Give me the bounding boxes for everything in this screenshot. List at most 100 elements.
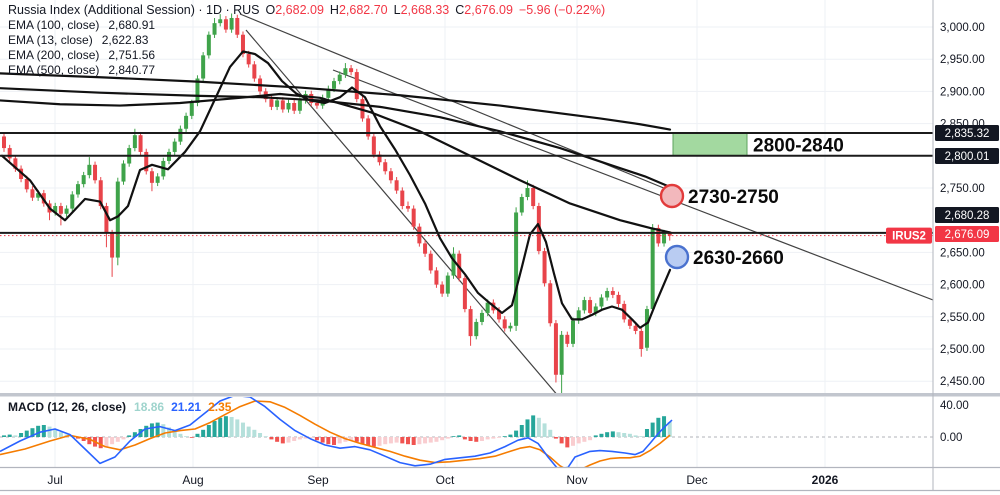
candle-body[interactable] xyxy=(110,233,115,258)
candle-body[interactable] xyxy=(36,193,41,198)
candle-body[interactable] xyxy=(468,309,473,337)
candle-body[interactable] xyxy=(81,175,86,185)
candle-body[interactable] xyxy=(149,171,154,183)
candle-body[interactable] xyxy=(451,253,456,276)
candle-body[interactable] xyxy=(605,291,610,298)
candle-body[interactable] xyxy=(309,93,314,103)
candle-body[interactable] xyxy=(394,180,399,191)
macd-legend[interactable]: MACD (12, 26, close) 18.86 21.21 2.35 xyxy=(8,400,231,414)
candle-body[interactable] xyxy=(371,136,376,155)
candle-body[interactable] xyxy=(332,81,337,89)
candle-body[interactable] xyxy=(582,300,587,311)
candle-body[interactable] xyxy=(58,206,63,214)
candle-body[interactable] xyxy=(423,243,428,254)
candle-body[interactable] xyxy=(400,190,405,207)
candle-body[interactable] xyxy=(519,197,524,213)
macd-signal-line[interactable] xyxy=(0,400,671,471)
candle-body[interactable] xyxy=(64,208,69,214)
candle-body[interactable] xyxy=(155,176,160,183)
candle-body[interactable] xyxy=(366,118,371,137)
candle-body[interactable] xyxy=(189,102,194,116)
candle-body[interactable] xyxy=(627,319,632,326)
candle-body[interactable] xyxy=(383,162,388,172)
candle-body[interactable] xyxy=(388,171,393,181)
candle-body[interactable] xyxy=(138,135,143,152)
price-axis-panel[interactable] xyxy=(933,0,1000,495)
candle-body[interactable] xyxy=(269,99,274,107)
candle-body[interactable] xyxy=(440,284,445,294)
candle-body[interactable] xyxy=(485,302,490,313)
candle-body[interactable] xyxy=(280,100,285,110)
candle-body[interactable] xyxy=(548,283,553,324)
candle-body[interactable] xyxy=(434,270,439,285)
candle-body[interactable] xyxy=(411,208,416,227)
candle-body[interactable] xyxy=(405,206,410,209)
candle-body[interactable] xyxy=(337,74,342,82)
candle-body[interactable] xyxy=(53,206,58,213)
candle-body[interactable] xyxy=(599,297,604,307)
candle-body[interactable] xyxy=(571,320,575,344)
supply-zone-box[interactable] xyxy=(672,132,748,157)
ema-100-line[interactable] xyxy=(0,92,672,234)
macd-label[interactable]: MACD (12, 26, close) xyxy=(8,400,127,414)
price-pane[interactable] xyxy=(0,13,933,397)
candle-body[interactable] xyxy=(206,34,211,56)
symbol-title[interactable]: Russia Index (Additional Session) · 1D ·… xyxy=(8,3,260,17)
macd-pane[interactable] xyxy=(0,395,933,471)
candle-body[interactable] xyxy=(292,102,297,111)
chart-legend[interactable]: Russia Index (Additional Session) · 1D ·… xyxy=(8,3,605,78)
candle-body[interactable] xyxy=(445,275,450,294)
candle-body[interactable] xyxy=(656,227,661,244)
candle-body[interactable] xyxy=(98,180,103,207)
candle-body[interactable] xyxy=(531,188,536,207)
candle-body[interactable] xyxy=(223,19,228,30)
candle-body[interactable] xyxy=(121,163,126,182)
candle-body[interactable] xyxy=(343,68,348,75)
zone-range-label[interactable]: 2730-2750 xyxy=(688,187,779,208)
candle-body[interactable] xyxy=(235,17,240,35)
candle-body[interactable] xyxy=(479,312,484,322)
symbol-row[interactable]: Russia Index (Additional Session) · 1D ·… xyxy=(8,3,605,18)
candle-body[interactable] xyxy=(93,164,98,181)
ema-500-line[interactable] xyxy=(0,72,672,131)
candle-body[interactable] xyxy=(633,325,638,331)
candle-body[interactable] xyxy=(514,212,519,326)
candle-body[interactable] xyxy=(474,321,479,337)
candle-body[interactable] xyxy=(218,19,223,24)
candle-body[interactable] xyxy=(246,54,251,65)
candle-body[interactable] xyxy=(132,135,137,149)
candle-body[interactable] xyxy=(508,325,513,329)
candle-body[interactable] xyxy=(87,164,92,176)
candle-body[interactable] xyxy=(576,310,581,321)
candle-body[interactable] xyxy=(559,334,564,375)
trendline[interactable] xyxy=(245,29,559,397)
candle-body[interactable] xyxy=(7,148,12,159)
candle-body[interactable] xyxy=(212,23,217,35)
candle-body[interactable] xyxy=(104,206,109,234)
candle-body[interactable] xyxy=(497,310,502,320)
candle-body[interactable] xyxy=(70,194,75,209)
support-circle[interactable] xyxy=(664,244,690,270)
candle-body[interactable] xyxy=(639,330,644,349)
candle-body[interactable] xyxy=(13,158,18,169)
ema-100-row[interactable]: EMA (100, close) 2,680.91 xyxy=(8,18,605,33)
candle-body[interactable] xyxy=(502,319,507,329)
candle-body[interactable] xyxy=(428,253,433,271)
macd-main-line[interactable] xyxy=(0,395,673,469)
candle-body[interactable] xyxy=(553,323,558,375)
candle-body[interactable] xyxy=(593,306,598,313)
candle-body[interactable] xyxy=(377,154,382,163)
trendline[interactable] xyxy=(332,69,933,301)
candle-body[interactable] xyxy=(542,251,547,284)
candle-body[interactable] xyxy=(252,64,257,79)
ema-13-row[interactable]: EMA (13, close) 2,622.83 xyxy=(8,33,605,48)
candle-body[interactable] xyxy=(662,233,667,244)
candle-body[interactable] xyxy=(184,115,189,129)
candle-body[interactable] xyxy=(349,68,354,73)
candle-body[interactable] xyxy=(2,136,6,149)
candle-body[interactable] xyxy=(229,17,234,30)
candle-body[interactable] xyxy=(565,334,570,344)
candle-body[interactable] xyxy=(172,141,177,152)
ema-13-line[interactable] xyxy=(0,50,672,329)
